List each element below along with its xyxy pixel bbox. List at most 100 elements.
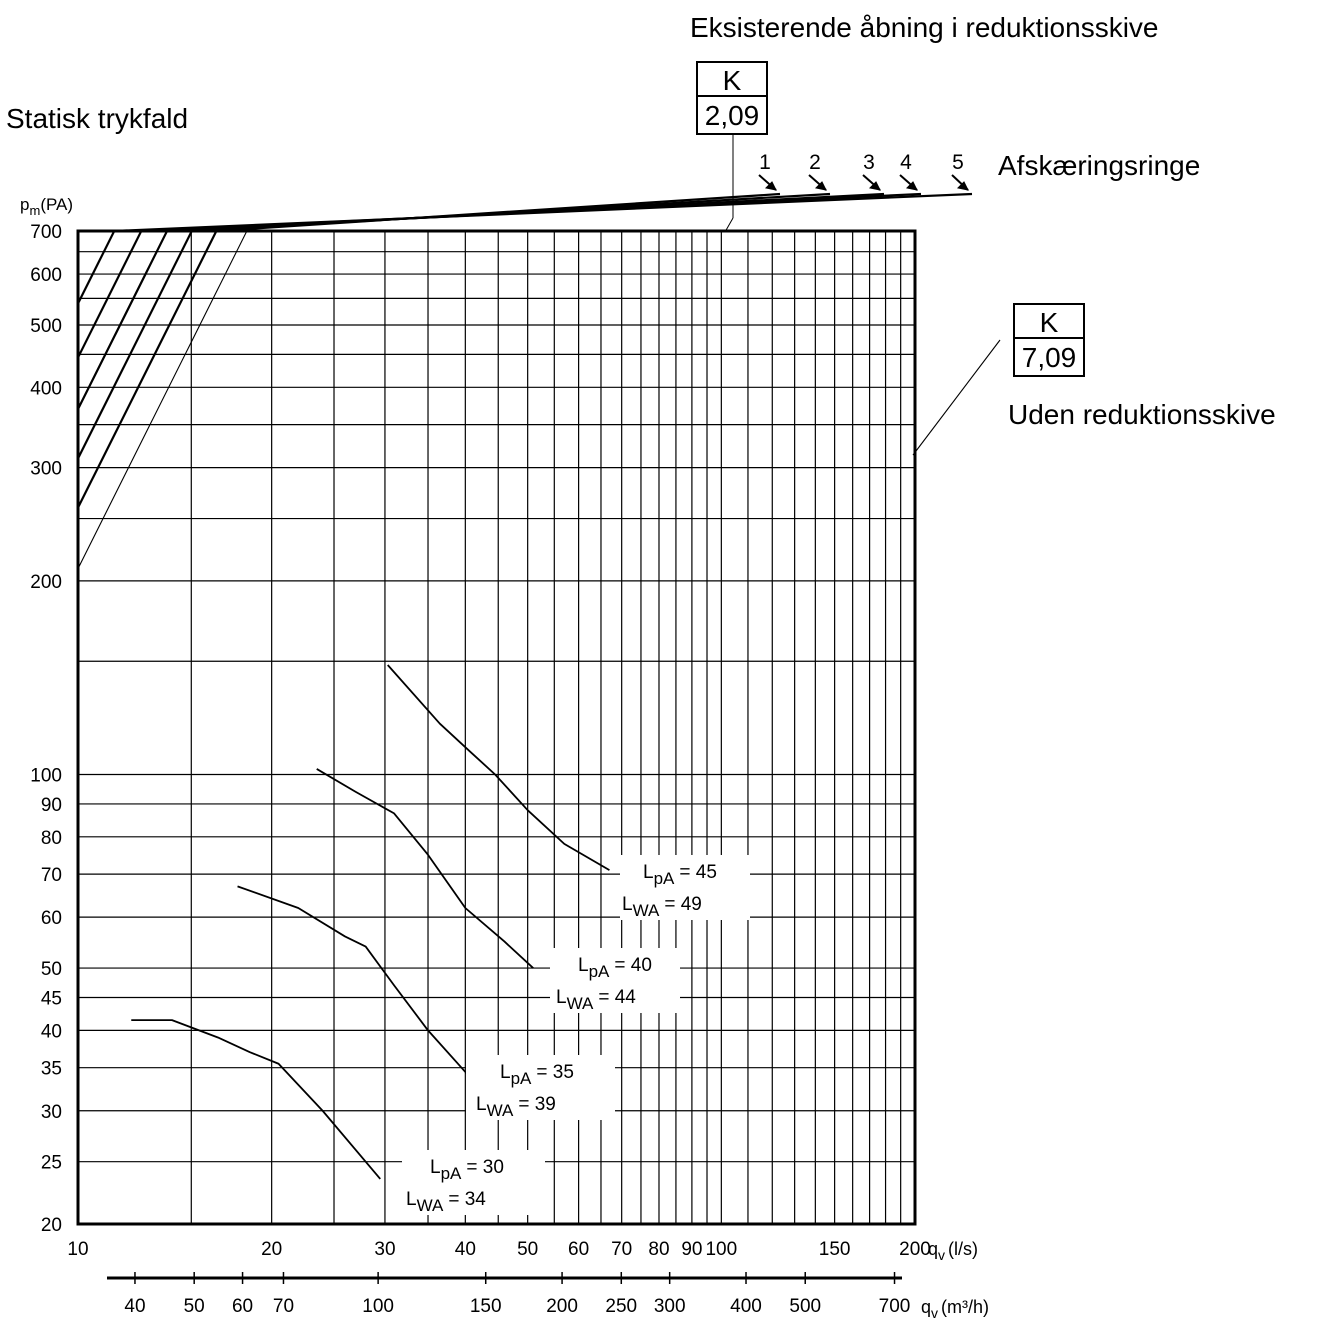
noise-curve bbox=[131, 1019, 381, 1180]
ring-arrow-head bbox=[814, 181, 827, 191]
lpa-label: LpA = 40 bbox=[578, 955, 652, 981]
x-tick-label: 150 bbox=[819, 1239, 851, 1260]
y-tick-label: 35 bbox=[41, 1059, 62, 1080]
ring-arrow-head bbox=[868, 181, 881, 191]
x2-tick-label: 70 bbox=[273, 1296, 294, 1317]
ring-arrow-head bbox=[905, 181, 918, 191]
noise-label-bg bbox=[466, 1055, 615, 1120]
x2-tick-label: 500 bbox=[789, 1296, 821, 1317]
ring-markers: 1 2 3 4 5 bbox=[758, 151, 969, 191]
y-tick-label: 500 bbox=[30, 316, 62, 337]
y-tick-label: 400 bbox=[30, 378, 62, 399]
x-tick-label: 80 bbox=[648, 1239, 669, 1260]
lpa-sub: pA bbox=[589, 962, 610, 981]
lwa-sub: WA bbox=[487, 1101, 514, 1120]
lpa-label: LpA = 45 bbox=[643, 862, 717, 888]
lpa-sub: pA bbox=[511, 1069, 532, 1088]
x2-tick-label: 400 bbox=[730, 1296, 762, 1317]
k-box-without: K 7,09 bbox=[1013, 303, 1085, 377]
series-clipped bbox=[78, 231, 248, 569]
x-axis-label: qv (l/s) bbox=[928, 1239, 978, 1263]
lwa-sub: WA bbox=[417, 1196, 444, 1215]
x2-tick-label: 200 bbox=[546, 1296, 578, 1317]
lwa-label: LWA = 34 bbox=[406, 1189, 486, 1215]
y-tick-label: 300 bbox=[30, 459, 62, 480]
series-line bbox=[78, 231, 169, 410]
ring-arrow-head bbox=[956, 181, 969, 191]
y-tick-labels: 20 25 30 35 40 45 50 60 70 80 90 100 200 300 400 500 600… bbox=[30, 222, 62, 1236]
lpa-value: = 40 bbox=[614, 955, 652, 976]
existing-opening-label: Eksisterende åbning i reduktionsskive bbox=[690, 12, 1158, 43]
x2-tick-label: 50 bbox=[184, 1296, 205, 1317]
y-tick-label: 60 bbox=[41, 908, 62, 929]
ring-extension bbox=[114, 192, 973, 233]
ring-number: 2 bbox=[809, 151, 821, 174]
y-tick-label: 45 bbox=[41, 989, 62, 1010]
y-tick-label: 600 bbox=[30, 265, 62, 286]
x2-tick-label: 150 bbox=[470, 1296, 502, 1317]
lpa-base: L bbox=[500, 1062, 511, 1083]
noise-curve bbox=[237, 885, 470, 1077]
lwa-label: LWA = 39 bbox=[476, 1094, 556, 1120]
cut-rings-label: Afskæringsringe bbox=[998, 150, 1200, 181]
lpa-base: L bbox=[643, 862, 654, 883]
noise-curve bbox=[387, 664, 610, 871]
series-line bbox=[78, 231, 218, 509]
k-box-2-value: 7,09 bbox=[1022, 342, 1077, 373]
secondary-x-axis: 40 50 60 70 100 150 200 250 300 400 500 700 bbox=[107, 1272, 910, 1317]
x2-tick-label: 250 bbox=[605, 1296, 637, 1317]
ring-arrow-head bbox=[764, 181, 777, 191]
k-box-2-label: K bbox=[1040, 307, 1059, 338]
lpa-sub: pA bbox=[441, 1164, 462, 1183]
y-tick-label: 50 bbox=[41, 959, 62, 980]
y-tick-label: 90 bbox=[41, 795, 62, 816]
x2-tick-label: 300 bbox=[654, 1296, 686, 1317]
x2-tick-label: 60 bbox=[232, 1296, 253, 1317]
lwa-value: = 39 bbox=[518, 1094, 556, 1115]
without-disc-label: Uden reduktionsskive bbox=[1008, 399, 1276, 430]
lwa-sub: WA bbox=[633, 901, 660, 920]
plot-frame bbox=[76, 229, 917, 1226]
x-tick-label: 200 bbox=[899, 1239, 931, 1260]
lpa-sub: pA bbox=[654, 869, 675, 888]
ring-number: 5 bbox=[952, 151, 964, 174]
x-tick-label: 90 bbox=[681, 1239, 702, 1260]
lwa-sub: WA bbox=[567, 994, 594, 1013]
y-tick-label: 70 bbox=[41, 865, 62, 886]
lpa-value: = 30 bbox=[466, 1157, 504, 1178]
lwa-base: L bbox=[622, 894, 633, 915]
y-tick-label: 100 bbox=[30, 765, 62, 786]
y-tick-label: 80 bbox=[41, 828, 62, 849]
noise-curve bbox=[316, 768, 534, 969]
x2-tick-label: 40 bbox=[124, 1296, 145, 1317]
y-tick-label: 700 bbox=[30, 222, 62, 243]
lpa-base: L bbox=[430, 1157, 441, 1178]
noise-curves bbox=[131, 664, 610, 1180]
noise-label-bg bbox=[550, 948, 680, 1013]
x-tick-label: 70 bbox=[611, 1239, 632, 1260]
noise-label-bg bbox=[402, 1150, 545, 1215]
x2-tick-label: 100 bbox=[362, 1296, 394, 1317]
x2-tick-label: 700 bbox=[879, 1296, 911, 1317]
k-box-1-value: 2,09 bbox=[705, 100, 760, 131]
x-tick-label: 20 bbox=[261, 1239, 282, 1260]
lwa-base: L bbox=[476, 1094, 487, 1115]
x-tick-label: 60 bbox=[568, 1239, 589, 1260]
lpa-label: LpA = 35 bbox=[500, 1062, 574, 1088]
series-line bbox=[78, 231, 248, 569]
series-line bbox=[78, 231, 143, 359]
k-box-1-label: K bbox=[723, 65, 742, 96]
lpa-label: LpA = 30 bbox=[430, 1157, 504, 1183]
lwa-value: = 44 bbox=[598, 987, 636, 1008]
x-tick-label: 40 bbox=[455, 1239, 476, 1260]
y-tick-label: 40 bbox=[41, 1021, 62, 1042]
x-tick-label: 50 bbox=[517, 1239, 538, 1260]
lwa-label: LWA = 49 bbox=[622, 894, 702, 920]
lwa-value: = 34 bbox=[448, 1189, 486, 1210]
k709-leader bbox=[912, 339, 1001, 456]
lpa-value: = 45 bbox=[679, 862, 717, 883]
x-tick-label: 30 bbox=[374, 1239, 395, 1260]
lwa-base: L bbox=[556, 987, 567, 1008]
